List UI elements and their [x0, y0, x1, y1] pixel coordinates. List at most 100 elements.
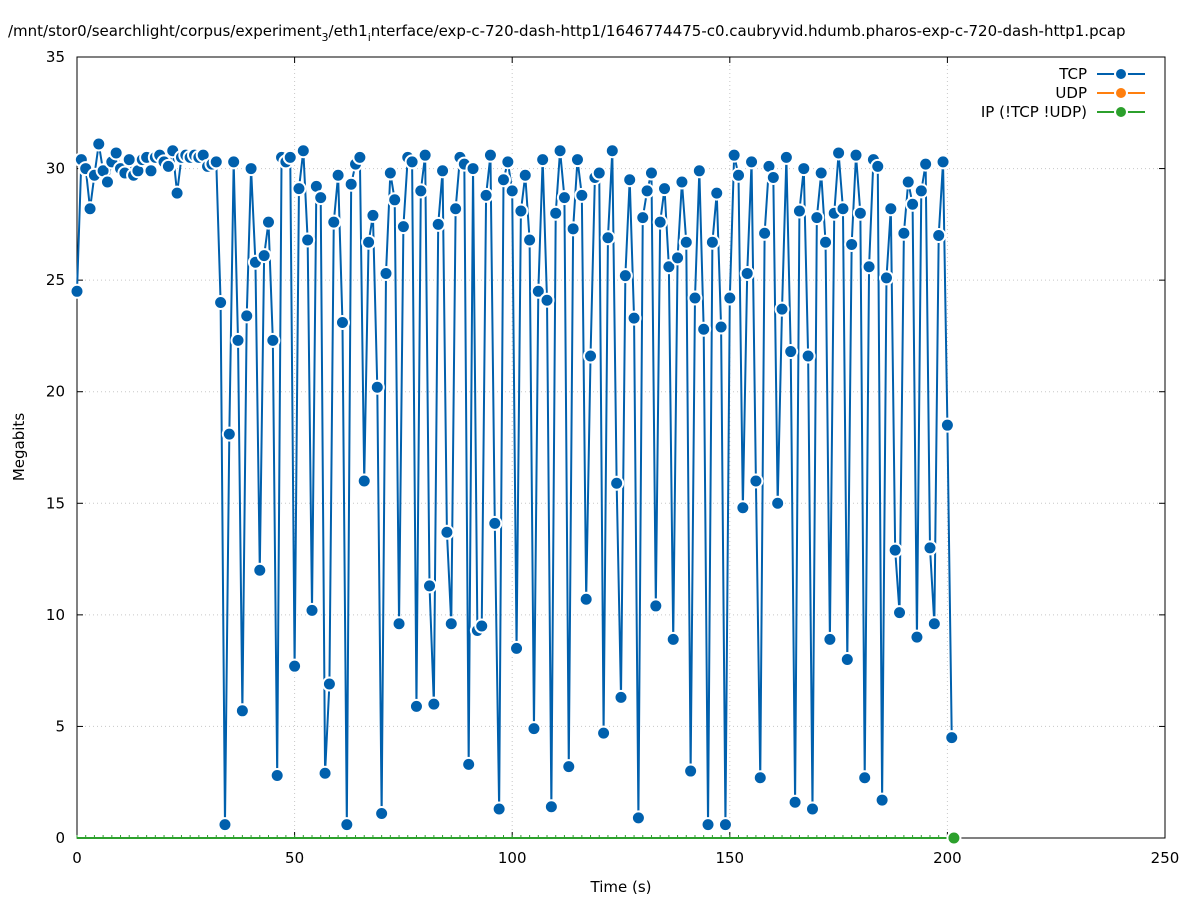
tcp-data-point	[670, 250, 686, 266]
tcp-data-point	[221, 426, 237, 442]
tcp-data-point	[765, 169, 781, 185]
tcp-data-point	[874, 792, 890, 808]
tcp-data-point	[295, 143, 311, 159]
x-tick-label: 0	[72, 849, 82, 867]
tcp-data-point	[861, 259, 877, 275]
tcp-data-point	[330, 167, 346, 183]
tcp-data-point	[609, 475, 625, 491]
y-tick-label: 30	[46, 160, 65, 178]
x-axis-label: Time (s)	[590, 878, 652, 896]
tcp-data-point	[857, 770, 873, 786]
tcp-data-point	[596, 725, 612, 741]
tcp-data-point	[304, 602, 320, 618]
tcp-data-point	[208, 154, 224, 170]
tcp-data-point	[909, 629, 925, 645]
tcp-data-point	[543, 799, 559, 815]
tcp-data-point	[922, 540, 938, 556]
tcp-data-point	[813, 165, 829, 181]
tcp-data-point	[121, 152, 137, 168]
tcp-data-point	[387, 192, 403, 208]
x-tick-label: 200	[933, 849, 962, 867]
tcp-data-point	[361, 234, 377, 250]
tcp-data-point	[783, 344, 799, 360]
tcp-data-point	[700, 817, 716, 833]
tcp-data-point	[522, 232, 538, 248]
tcp-data-point	[622, 172, 638, 188]
tcp-data-point	[739, 265, 755, 281]
tcp-data-point	[339, 817, 355, 833]
tcp-data-point	[600, 230, 616, 246]
tcp-data-point	[513, 203, 529, 219]
tcp-data-point	[787, 794, 803, 810]
tcp-data-point	[300, 232, 316, 248]
tcp-data-point	[243, 161, 259, 177]
tcp-data-point	[848, 147, 864, 163]
x-tick-label: 150	[715, 849, 744, 867]
tcp-data-point	[913, 183, 929, 199]
tcp-data-point	[317, 765, 333, 781]
legend-marker	[1114, 105, 1128, 119]
tcp-data-point	[569, 152, 585, 168]
tcp-data-point	[287, 658, 303, 674]
tcp-data-point	[491, 801, 507, 817]
tcp-data-point	[630, 810, 646, 826]
tcp-data-point	[239, 308, 255, 324]
tcp-data-point	[709, 185, 725, 201]
tcp-data-point	[504, 183, 520, 199]
tcp-data-point	[474, 618, 490, 634]
tcp-data-point	[696, 321, 712, 337]
tcp-data-point	[778, 149, 794, 165]
tcp-data-point	[900, 174, 916, 190]
tcp-data-point	[443, 616, 459, 632]
title-part-b: /eth1	[329, 22, 368, 40]
tcp-data-point	[404, 154, 420, 170]
tcp-data-point	[931, 228, 947, 244]
title-sub-1: 3	[322, 31, 329, 44]
y-tick-label: 0	[55, 829, 65, 847]
tcp-data-point	[408, 698, 424, 714]
tcp-data-point	[704, 234, 720, 250]
tcp-data-point	[326, 214, 342, 230]
tcp-data-point	[552, 143, 568, 159]
tcp-data-point	[657, 181, 673, 197]
tcp-data-point	[487, 515, 503, 531]
tcp-data-point	[213, 294, 229, 310]
tcp-data-point	[643, 165, 659, 181]
tcp-data-point	[713, 319, 729, 335]
tcp-data-point	[426, 696, 442, 712]
tcp-data-point	[430, 216, 446, 232]
tcp-data-point	[334, 315, 350, 331]
tcp-data-point	[282, 149, 298, 165]
tcp-data-point	[791, 203, 807, 219]
tcp-data-point	[591, 165, 607, 181]
tcp-data-point	[652, 214, 668, 230]
tcp-data-point	[804, 801, 820, 817]
x-tick-label: 100	[498, 849, 527, 867]
tcp-data-point	[574, 187, 590, 203]
y-tick-label: 10	[46, 606, 65, 624]
tcp-series-line	[76, 143, 953, 825]
tcp-data-point	[878, 270, 894, 286]
tcp-data-point	[870, 158, 886, 174]
tcp-data-point	[691, 163, 707, 179]
tcp-data-point	[774, 301, 790, 317]
legend-label: UDP	[1055, 84, 1087, 102]
tcp-data-point	[796, 161, 812, 177]
tcp-data-point	[726, 147, 742, 163]
tcp-data-point	[548, 205, 564, 221]
tcp-data-point	[160, 158, 176, 174]
tcp-data-point	[752, 770, 768, 786]
tcp-data-point	[626, 310, 642, 326]
tcp-data-point	[835, 201, 851, 217]
tcp-data-point	[665, 631, 681, 647]
legend-label: TCP	[1058, 65, 1087, 83]
tcp-data-point	[234, 703, 250, 719]
y-tick-label: 20	[46, 383, 65, 401]
tcp-data-point	[852, 205, 868, 221]
tcp-data-point	[422, 578, 438, 594]
tcp-data-point	[635, 210, 651, 226]
tcp-data-point	[748, 473, 764, 489]
y-tick-label: 5	[55, 717, 65, 735]
tcp-data-point	[382, 165, 398, 181]
